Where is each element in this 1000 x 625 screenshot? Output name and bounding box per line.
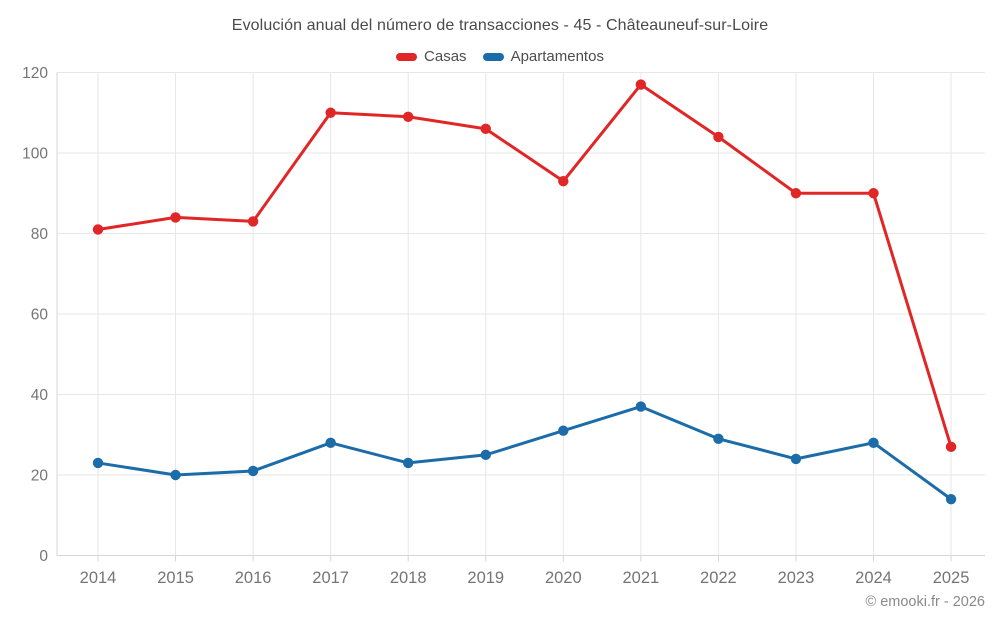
data-point-casas-2024[interactable] [868, 188, 879, 199]
data-point-apartamentos-2024[interactable] [868, 437, 879, 448]
data-point-apartamentos-2025[interactable] [945, 493, 957, 505]
x-axis-label-2014: 2014 [80, 569, 117, 587]
x-axis-label-2019: 2019 [467, 569, 504, 587]
x-axis-label-2020: 2020 [545, 569, 582, 587]
legend-item-apartamentos[interactable]: Apartamentos [482, 48, 604, 65]
x-axis-label-2016: 2016 [235, 569, 272, 587]
data-point-apartamentos-2017[interactable] [325, 437, 336, 448]
data-point-apartamentos-2020[interactable] [558, 425, 569, 436]
data-point-casas-2025[interactable] [945, 441, 957, 453]
data-point-casas-2017[interactable] [325, 107, 336, 118]
y-axis-label-40: 40 [31, 387, 49, 404]
data-point-apartamentos-2023[interactable] [790, 453, 802, 465]
x-axis-label-2023: 2023 [778, 569, 815, 587]
data-point-apartamentos-2022[interactable] [713, 433, 724, 444]
x-axis-label-2017: 2017 [312, 569, 349, 587]
y-axis-label-120: 120 [22, 65, 48, 82]
data-point-casas-2020[interactable] [558, 175, 569, 187]
data-point-apartamentos-2021[interactable] [635, 401, 647, 412]
legend: Casas Apartamentos [0, 48, 1000, 65]
legend-label-apartamentos: Apartamentos [510, 48, 604, 65]
x-axis-label-2015: 2015 [157, 569, 194, 587]
data-point-apartamentos-2016[interactable] [247, 465, 259, 477]
data-point-casas-2015[interactable] [170, 212, 181, 223]
y-axis-label-0: 0 [39, 548, 48, 565]
data-point-apartamentos-2015[interactable] [170, 469, 181, 481]
apartamentos-swatch-icon [482, 52, 504, 61]
x-axis-label-2024: 2024 [855, 569, 892, 587]
legend-label-casas: Casas [424, 48, 467, 65]
copyright: © emooki.fr - 2026 [865, 594, 985, 610]
data-point-casas-2019[interactable] [480, 123, 491, 135]
y-axis-label-80: 80 [31, 226, 49, 243]
data-point-apartamentos-2019[interactable] [480, 449, 491, 461]
y-axis-label-60: 60 [31, 307, 49, 324]
data-point-casas-2014[interactable] [92, 224, 104, 235]
data-point-apartamentos-2014[interactable] [92, 457, 104, 469]
chart-title: Evolución anual del número de transaccio… [231, 17, 769, 34]
x-axis-label-2018: 2018 [390, 569, 427, 587]
data-point-casas-2021[interactable] [635, 79, 647, 90]
data-point-apartamentos-2018[interactable] [403, 457, 414, 469]
series-line-apartamentos [96, 405, 953, 501]
casas-swatch-icon [396, 52, 418, 61]
data-point-casas-2016[interactable] [247, 216, 259, 227]
legend-item-casas[interactable]: Casas [396, 48, 467, 65]
series-line-casas [96, 83, 953, 449]
x-axis-label-2021: 2021 [622, 569, 659, 587]
data-point-casas-2022[interactable] [713, 131, 724, 143]
y-axis-label-20: 20 [31, 468, 49, 485]
x-axis-label-2022: 2022 [700, 569, 737, 587]
data-point-casas-2018[interactable] [403, 111, 414, 122]
y-axis-label-100: 100 [22, 146, 48, 163]
x-axis-label-2025: 2025 [933, 569, 970, 587]
data-point-casas-2023[interactable] [790, 188, 802, 199]
